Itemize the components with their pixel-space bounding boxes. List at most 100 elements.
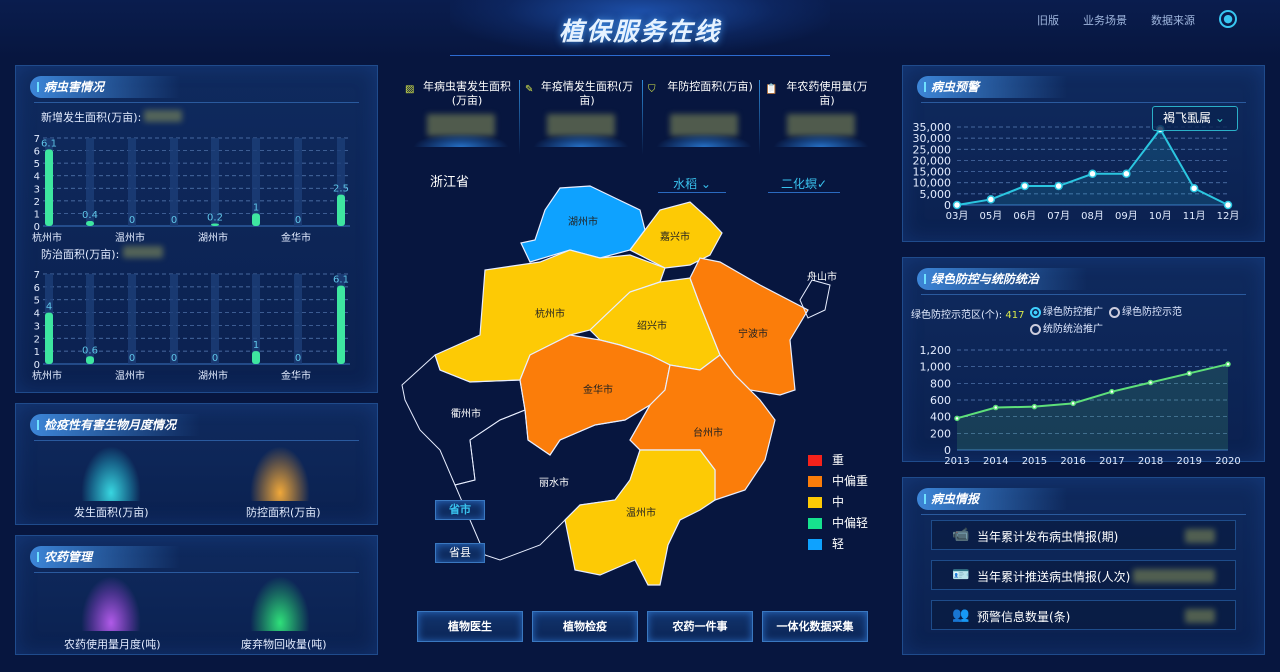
radio-option[interactable]: 统防统治推广 (1030, 320, 1103, 335)
divider (921, 514, 1246, 515)
intel-value (1185, 529, 1215, 543)
bottom-button[interactable]: 植物检疫 (532, 611, 638, 642)
bar-value-label: 0 (212, 353, 218, 364)
y-tick-label: 1,000 (920, 361, 952, 374)
bar-track (252, 274, 260, 364)
data-point[interactable] (1122, 169, 1131, 179)
y-tick-label: 800 (930, 377, 951, 390)
bar-value-label: 6.1 (41, 138, 57, 149)
demo-zone-value: 417 (1005, 310, 1025, 321)
stat-base-glow (533, 133, 629, 147)
panel-title: 病虫预警 (917, 76, 1067, 98)
bar-value-label: 2.5 (333, 184, 349, 195)
stat-label: 年防控面积(万亩) (667, 80, 753, 93)
divider (642, 80, 643, 155)
green-control-area-chart: 0 200 400 600 800 1,000 1,200 2013 2014 2015 2016 2… (920, 344, 1241, 465)
legend-item: 中偏重 (808, 472, 868, 493)
data-point[interactable] (1109, 388, 1115, 395)
waste-recycle-label: 废弃物回收量(吨) (241, 638, 327, 651)
y-tick-label: 1,200 (920, 344, 952, 357)
x-tick-label: 06月 (1013, 210, 1036, 222)
y-tick-label: 20,000 (913, 154, 952, 167)
bar[interactable] (252, 213, 260, 226)
radio-option[interactable]: 绿色防控示范 (1109, 303, 1182, 318)
nav-data-source[interactable]: 数据来源 (1151, 14, 1195, 27)
stat-card: ✎ 年疫情发生面积(万亩) (525, 78, 635, 153)
bar-track (128, 274, 136, 364)
data-point[interactable] (992, 404, 999, 411)
data-point[interactable] (952, 200, 962, 210)
radio-label: 统防统治推广 (1043, 324, 1103, 335)
radio-label: 绿色防控示范 (1122, 307, 1182, 318)
header-glow (450, 0, 830, 56)
user-icon[interactable]: ● (1219, 10, 1237, 28)
data-point[interactable] (954, 415, 960, 422)
map-region-label: 湖州市 (568, 215, 598, 228)
data-point[interactable] (1189, 184, 1199, 193)
series-line (956, 363, 1229, 420)
species-dropdown-value: 褐飞虱属 (1163, 111, 1212, 125)
bar[interactable] (337, 194, 345, 226)
scope-city-button[interactable]: 省市 (435, 500, 485, 520)
data-point[interactable] (1225, 361, 1231, 367)
bar-value-label: 0.2 (207, 212, 223, 223)
bar[interactable] (45, 312, 53, 364)
x-tick-label: 金华市 (281, 231, 311, 244)
map-region[interactable] (799, 279, 831, 319)
bar[interactable] (86, 356, 94, 364)
map-region[interactable] (564, 449, 716, 586)
bar-track (294, 138, 302, 226)
divider (921, 294, 1246, 295)
data-point[interactable] (1223, 200, 1233, 210)
data-point[interactable] (1186, 370, 1193, 377)
bar-value-label: 0 (129, 215, 135, 226)
legend-swatch (808, 539, 822, 550)
bar[interactable] (211, 223, 219, 226)
nav-old-version[interactable]: 旧版 (1037, 14, 1059, 27)
bottom-button[interactable]: 一体化数据采集 (762, 611, 868, 642)
x-tick-label: 2016 (1060, 456, 1085, 465)
species-dropdown[interactable]: 褐飞虱属 ⌄ (1152, 106, 1238, 131)
map-region[interactable] (629, 201, 723, 269)
intel-label: 预警信息数量(条) (977, 610, 1071, 624)
divider (34, 440, 359, 441)
panel-title: 检疫性有害生物月度情况 (30, 414, 200, 436)
data-point[interactable] (1031, 403, 1038, 410)
map-legend: 重中偏重中中偏轻轻 (808, 451, 868, 556)
data-point[interactable] (1070, 400, 1076, 407)
bar-track (170, 138, 178, 226)
scope-county-button[interactable]: 省县 (435, 543, 485, 563)
crop-dropdown[interactable]: 水稻 ⌄ (658, 175, 726, 193)
data-point[interactable] (986, 195, 996, 204)
y-tick-label: 5 (34, 159, 40, 170)
bar[interactable] (337, 285, 345, 364)
data-point[interactable] (1054, 181, 1063, 191)
data-point[interactable] (1020, 181, 1029, 191)
x-tick-label: 杭州市 (32, 369, 62, 382)
bottom-button[interactable]: 农药一件事 (647, 611, 753, 642)
pen-icon: ✎ (525, 84, 534, 95)
x-tick-label: 湖州市 (198, 369, 228, 382)
pesticide-panel: 农药管理 农药使用量月度(吨) 废弃物回收量(吨) (15, 535, 378, 655)
bar-value-label: 6.1 (333, 275, 349, 286)
bar[interactable] (86, 220, 94, 226)
y-tick-label: 400 (930, 411, 951, 424)
shield-icon: ⛉ (648, 84, 656, 95)
x-tick-label: 11月 (1183, 210, 1206, 222)
quarantine-panel: 检疫性有害生物月度情况 发生面积(万亩) 防控面积(万亩) (15, 403, 378, 525)
bar[interactable] (45, 149, 53, 226)
bar-value-label: 0 (295, 215, 301, 226)
x-tick-label: 2015 (1022, 456, 1047, 465)
data-point[interactable] (1147, 379, 1154, 386)
radio-icon (1030, 306, 1041, 318)
radio-option[interactable]: 绿色防控推广 (1030, 303, 1103, 318)
control-area-label: 防治面积(万亩): (41, 248, 120, 261)
map-region-label: 绍兴市 (637, 319, 667, 332)
data-point[interactable] (1088, 169, 1097, 179)
bottom-button[interactable]: 植物医生 (417, 611, 523, 642)
nav-business-scenes[interactable]: 业务场景 (1083, 14, 1127, 27)
app-title: 植保服务在线 (558, 17, 721, 46)
bar[interactable] (252, 351, 260, 364)
pest-dropdown[interactable]: 二化螟✓ (768, 175, 840, 193)
